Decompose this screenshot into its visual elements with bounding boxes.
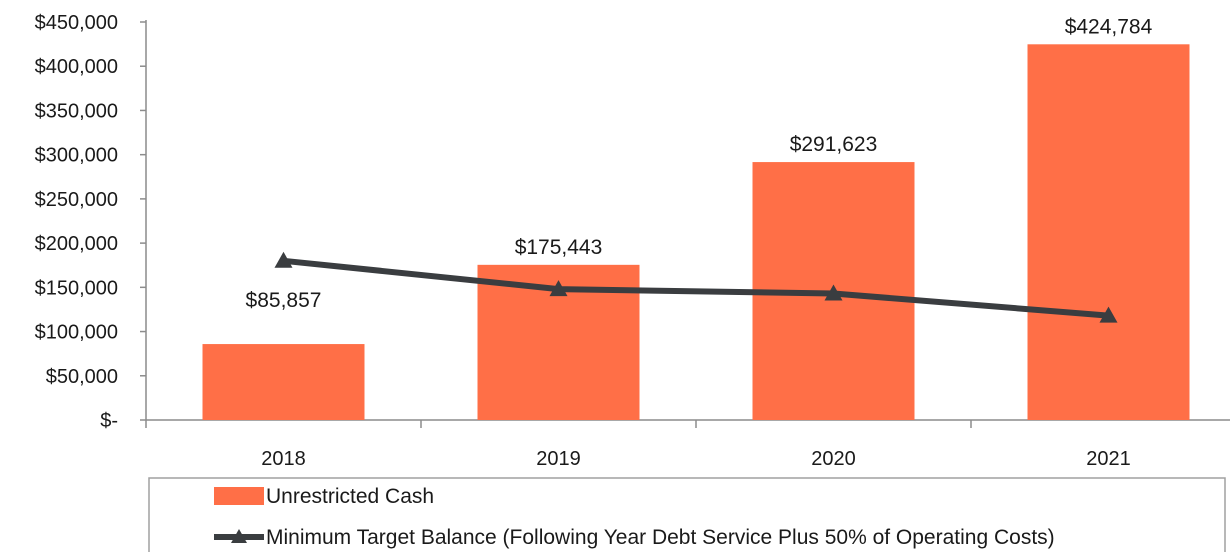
y-tick-label: $300,000 xyxy=(35,145,118,167)
bar-data-label: $85,857 xyxy=(246,289,322,312)
legend-marker-triangle xyxy=(231,529,247,543)
y-tick-label: $50,000 xyxy=(46,366,118,388)
legend: Unrestricted Cash Minimum Target Balance… xyxy=(148,477,1226,552)
x-tick-label: 2020 xyxy=(811,448,856,470)
legend-label-unrestricted-cash: Unrestricted Cash xyxy=(266,485,434,508)
y-tick-label: $- xyxy=(100,410,118,432)
legend-label-minimum-target-balance: Minimum Target Balance (Following Year D… xyxy=(266,526,1055,549)
legend-box xyxy=(148,477,1226,552)
line-path xyxy=(283,257,1109,319)
y-tick-label: $250,000 xyxy=(35,189,118,211)
bar xyxy=(202,344,365,420)
y-tick-label: $350,000 xyxy=(35,100,118,122)
x-tick-label: 2019 xyxy=(536,448,581,470)
line-marker xyxy=(274,251,293,268)
x-tick-label: 2021 xyxy=(1086,448,1131,470)
line-series-minimum-target-balance xyxy=(274,251,1118,323)
y-axis: $- $50,000 $100,000 $150,000 $200,000 $250,00… xyxy=(35,12,147,432)
bar-data-label: $175,443 xyxy=(515,236,603,259)
y-tick-label: $400,000 xyxy=(35,56,118,78)
line-marker xyxy=(824,284,843,301)
legend-swatch-unrestricted-cash xyxy=(214,487,264,505)
x-tick-label: 2018 xyxy=(261,448,306,470)
bar xyxy=(1027,44,1190,420)
y-tick-label: $200,000 xyxy=(35,233,118,255)
bar-data-label: $424,784 xyxy=(1065,15,1153,38)
y-tick-label: $450,000 xyxy=(35,12,118,34)
line-marker xyxy=(549,280,568,297)
line-marker xyxy=(1099,306,1118,323)
bar-data-label: $291,623 xyxy=(790,133,878,156)
y-tick-label: $100,000 xyxy=(35,322,118,344)
bar-series-unrestricted-cash xyxy=(202,44,1190,420)
y-tick-label: $150,000 xyxy=(35,277,118,299)
x-axis: 2018 2019 2020 2021 xyxy=(145,419,1230,470)
bar-data-labels: $85,857 $175,443 $291,623 $424,784 xyxy=(246,15,1153,311)
